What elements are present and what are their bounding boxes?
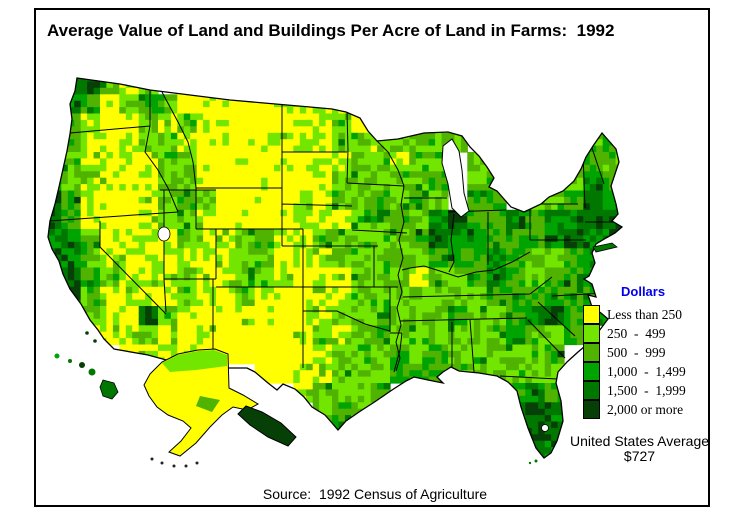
legend-swatch — [583, 342, 600, 362]
long-island — [592, 242, 618, 253]
legend-label: 250 - 499 — [607, 325, 666, 341]
hawaii-big-island — [99, 379, 119, 400]
great-salt-lake — [157, 226, 171, 242]
us-average-label: United States Average — [569, 433, 710, 449]
legend-label: Less than 250 — [607, 306, 682, 322]
legend-item: 2,000 or more — [583, 399, 686, 419]
lake-michigan — [441, 138, 470, 218]
aleutian-island — [195, 461, 199, 465]
figure-frame: Average Value of Land and Buildings Per … — [34, 8, 710, 507]
legend-swatch — [583, 399, 600, 419]
figure-title: Average Value of Land and Buildings Per … — [47, 21, 615, 40]
aleutian-island — [184, 464, 188, 468]
source-note: Source: 1992 Census of Agriculture — [262, 486, 488, 502]
alaska — [143, 348, 297, 468]
florida-key — [534, 459, 538, 463]
channel-islands — [85, 331, 97, 343]
lake-okeechobee — [541, 424, 549, 432]
us-average-value: $727 — [623, 448, 656, 464]
legend-label: 500 - 999 — [607, 344, 666, 360]
aleutian-island — [160, 461, 164, 465]
county-mosaic — [48, 78, 622, 458]
legend-item: 500 - 999 — [583, 342, 686, 362]
hawaii-island — [54, 353, 60, 359]
us-average: United States Average $727 — [557, 434, 722, 464]
legend-item: 250 - 499 — [583, 323, 686, 343]
legend-item: 1,000 - 1,499 — [583, 361, 686, 381]
legend-swatch — [583, 304, 600, 324]
legend-swatch — [583, 361, 600, 381]
legend-item: Less than 250 — [583, 304, 686, 324]
legend-label: 1,500 - 1,999 — [607, 382, 686, 398]
us-outline — [47, 77, 624, 459]
florida-keys — [528, 459, 538, 465]
legend-item: 1,500 - 1,999 — [583, 380, 686, 400]
map-legend: Dollars Less than 250 250 - 499 500 - 999 1… — [583, 284, 686, 419]
alaska-south-patch — [196, 396, 220, 412]
legend-rows: Less than 250 250 - 499 500 - 999 1,000 - 1… — [583, 304, 686, 419]
florida-key — [528, 461, 532, 465]
hawaii-island — [88, 368, 96, 376]
alaska-panhandle — [237, 405, 297, 447]
legend-swatch — [583, 380, 600, 400]
channel-island — [85, 331, 89, 335]
legend-swatch — [583, 323, 600, 343]
hawaii-island — [68, 359, 72, 363]
aleutian-island — [172, 464, 176, 468]
alaska-interior-band — [162, 350, 227, 372]
state-borders — [48, 90, 614, 380]
legend-label: 2,000 or more — [607, 401, 684, 417]
hawaii-island — [79, 362, 85, 368]
legend-title: Dollars — [621, 284, 666, 299]
aleutian-island — [150, 457, 154, 461]
legend-label: 1,000 - 1,499 — [607, 363, 686, 379]
hawaii — [54, 353, 119, 400]
channel-island — [93, 339, 97, 343]
